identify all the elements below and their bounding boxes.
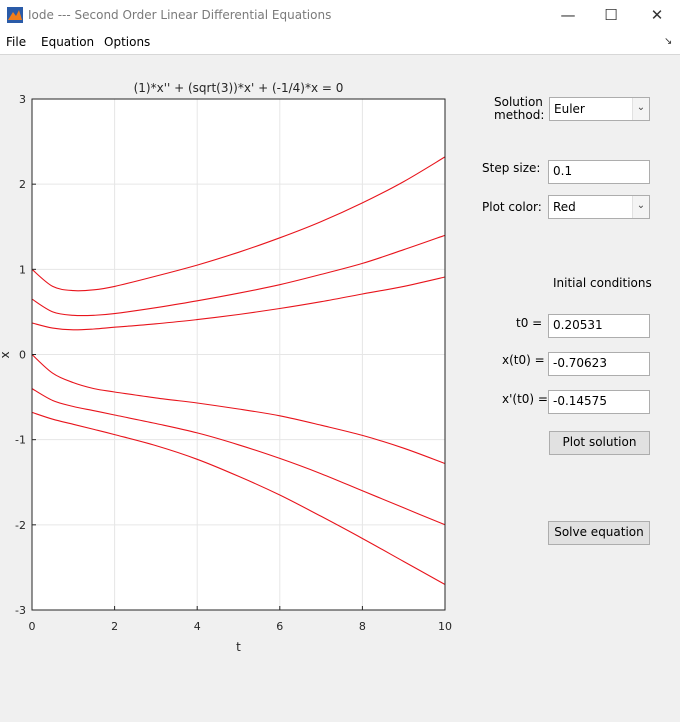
plot-solution-button[interactable]: Plot solution bbox=[549, 431, 650, 455]
x-tick-label: 2 bbox=[111, 620, 118, 633]
t0-label: t0 = bbox=[516, 316, 543, 330]
x-tick-label: 4 bbox=[194, 620, 201, 633]
x-t0-input[interactable]: -0.70623 bbox=[548, 352, 650, 376]
matlab-app-icon bbox=[7, 7, 23, 23]
xp-t0-input[interactable]: -0.14575 bbox=[548, 390, 650, 414]
chevron-down-icon[interactable]: ⌄ bbox=[632, 98, 649, 120]
solution-curve-3 bbox=[31, 276, 446, 331]
menu-file[interactable]: File bbox=[6, 35, 27, 49]
solution-curve-6 bbox=[31, 411, 446, 585]
plot-color-dropdown[interactable]: Red ⌄ bbox=[548, 195, 650, 219]
y-tick-label: 1 bbox=[19, 263, 26, 276]
plot-color-label: Plot color: bbox=[482, 200, 542, 214]
menu-options[interactable]: Options bbox=[104, 35, 151, 49]
plot-grid bbox=[32, 99, 445, 610]
solution-curve-4 bbox=[31, 354, 446, 465]
solution-curve-1 bbox=[31, 156, 446, 292]
chevron-down-icon[interactable]: ⌄ bbox=[632, 196, 649, 218]
y-tick-label: 2 bbox=[19, 178, 26, 191]
solution-method-label-line2: method: bbox=[494, 108, 545, 122]
y-tick-label: -2 bbox=[15, 519, 26, 532]
x-tick-label: 6 bbox=[276, 620, 283, 633]
plot-color-value: Red bbox=[553, 200, 576, 214]
window-title: Iode --- Second Order Linear Differentia… bbox=[28, 8, 332, 22]
y-tick-label: 0 bbox=[19, 349, 26, 362]
x-axis-label: t bbox=[236, 640, 241, 654]
solution-curves bbox=[31, 156, 446, 585]
x-t0-label: x(t0) = bbox=[502, 353, 545, 367]
step-size-label: Step size: bbox=[482, 161, 541, 175]
y-axis-label: x bbox=[0, 351, 12, 358]
x-tick-label: 10 bbox=[438, 620, 452, 633]
menu-bar: File Equation Options ↘ bbox=[0, 30, 680, 55]
solution-method-dropdown[interactable]: Euler ⌄ bbox=[549, 97, 650, 121]
close-icon[interactable]: ✕ bbox=[650, 6, 664, 24]
x-tick-label: 0 bbox=[29, 620, 36, 633]
solution-curve-2 bbox=[31, 234, 446, 317]
x-tick-label: 8 bbox=[359, 620, 366, 633]
xp-t0-label: x'(t0) = bbox=[502, 392, 548, 406]
minimize-icon[interactable]: — bbox=[560, 6, 576, 24]
y-tick-label: 3 bbox=[19, 93, 26, 106]
solution-method-value: Euler bbox=[554, 102, 585, 116]
solve-equation-button[interactable]: Solve equation bbox=[548, 521, 650, 545]
t0-input[interactable]: 0.20531 bbox=[548, 314, 650, 338]
solution-method-label-line1: Solution bbox=[494, 96, 543, 109]
plot-title: (1)*x'' + (sqrt(3))*x' + (-1/4)*x = 0 bbox=[134, 81, 344, 95]
y-tick-label: -3 bbox=[15, 604, 26, 617]
solution-curve-5 bbox=[31, 388, 446, 526]
y-tick-label: -1 bbox=[15, 434, 26, 447]
undock-arrow-icon[interactable]: ↘ bbox=[664, 36, 673, 47]
menu-equation[interactable]: Equation bbox=[41, 35, 95, 49]
initial-conditions-label: Initial conditions bbox=[553, 276, 652, 290]
maximize-icon[interactable]: ☐ bbox=[604, 6, 618, 24]
solution-method-label: Solution method: bbox=[494, 96, 544, 122]
solution-plot[interactable]: 0 2 4 6 8 10 -3 -2 -1 0 1 2 3 (1)*x'' + (sqrt(3))*x'… bbox=[0, 56, 470, 666]
step-size-input[interactable]: 0.1 bbox=[548, 160, 650, 184]
axis-ticks: 0 2 4 6 8 10 -3 -2 -1 0 1 2 3 bbox=[15, 93, 452, 633]
title-bar: Iode --- Second Order Linear Differentia… bbox=[0, 0, 680, 30]
